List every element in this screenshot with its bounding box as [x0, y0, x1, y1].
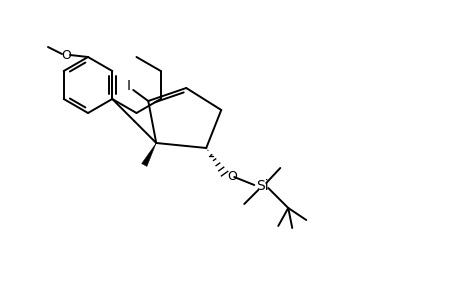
Text: I: I — [126, 79, 130, 93]
Text: O: O — [227, 170, 237, 184]
Text: Si: Si — [255, 179, 268, 193]
Text: O: O — [61, 49, 71, 62]
Polygon shape — [141, 143, 156, 166]
